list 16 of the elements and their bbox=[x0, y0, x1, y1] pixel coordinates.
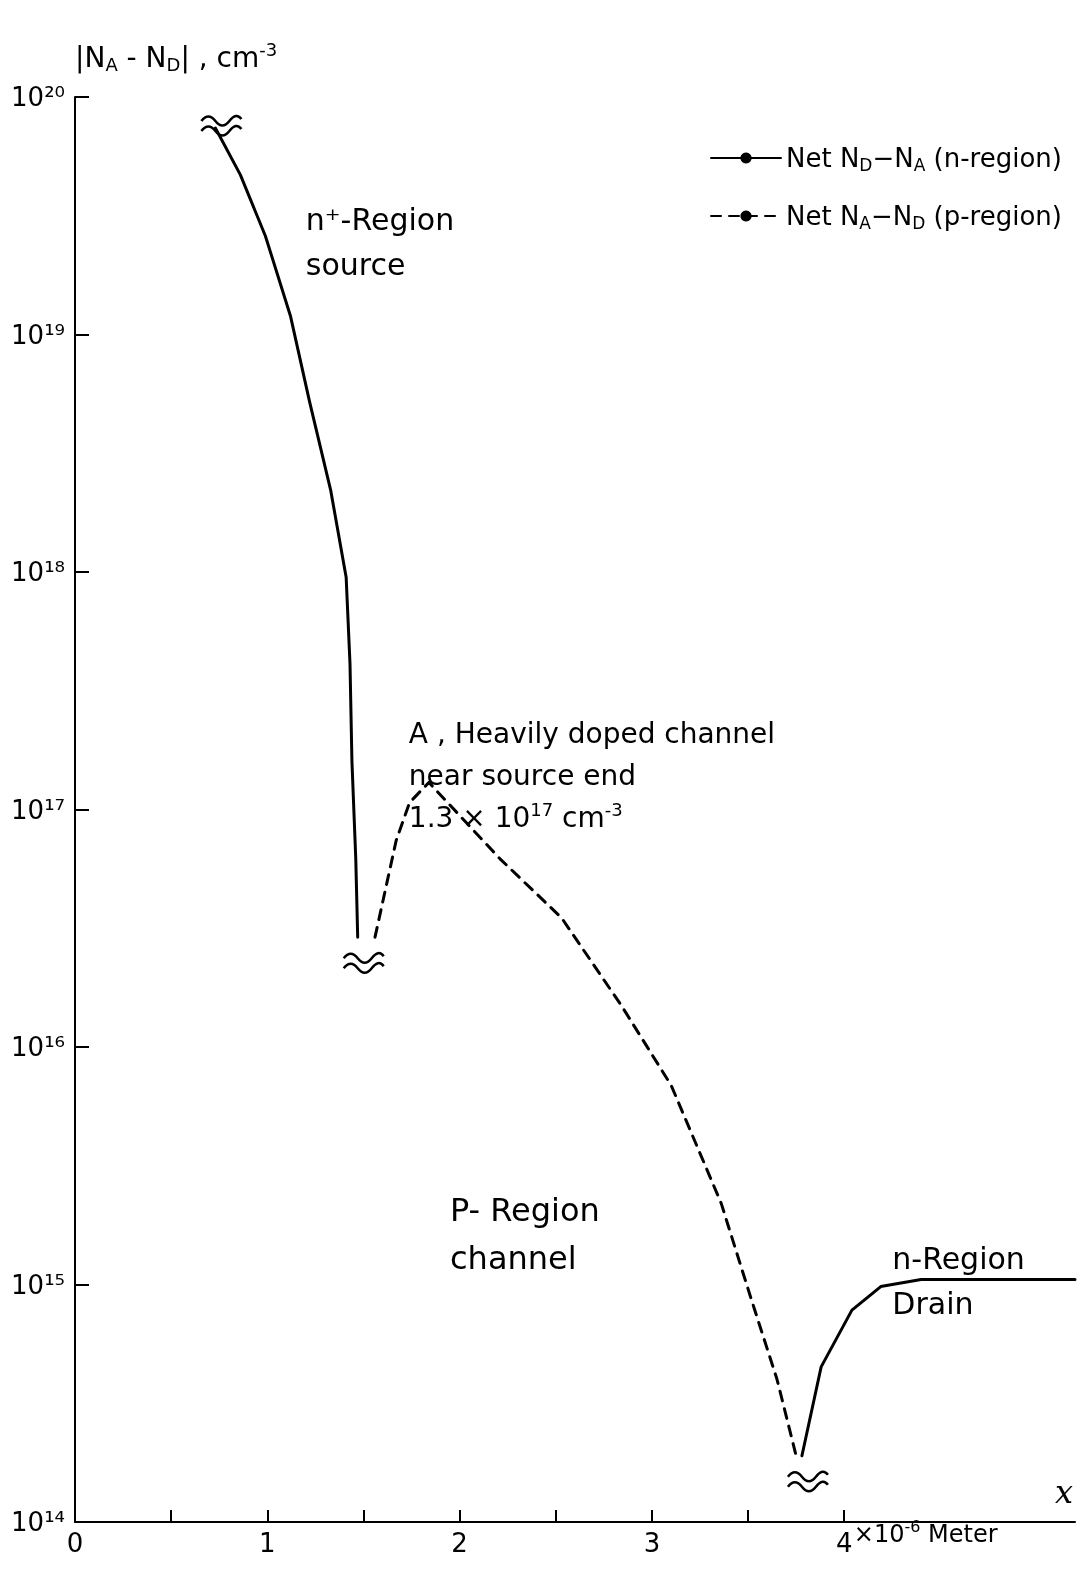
y-tick-label: 10²⁰ bbox=[11, 82, 65, 112]
annotation: P- Region channel bbox=[450, 1190, 600, 1277]
y-tick-label: 10¹⁵ bbox=[11, 1269, 65, 1300]
x-axis-title: x bbox=[1055, 1473, 1074, 1511]
y-tick-label: 10¹⁷ bbox=[11, 794, 65, 825]
x-tick-label: 3 bbox=[643, 1528, 661, 1558]
x-tick-label: 1 bbox=[259, 1528, 276, 1558]
y-tick-label: 10¹⁸ bbox=[11, 557, 65, 587]
x-tick-label: 2 bbox=[451, 1528, 468, 1558]
annotation: n⁺-Region source bbox=[305, 201, 455, 282]
annotation: n-Region Drain bbox=[892, 1241, 1025, 1322]
y-tick-label: 10¹⁶ bbox=[11, 1032, 65, 1062]
x-tick-label: 4 bbox=[835, 1528, 853, 1558]
y-tick-label: 10¹⁹ bbox=[11, 319, 65, 350]
y-tick-label: 10¹⁴ bbox=[11, 1507, 65, 1537]
x-tick-label: 0 bbox=[66, 1528, 84, 1558]
